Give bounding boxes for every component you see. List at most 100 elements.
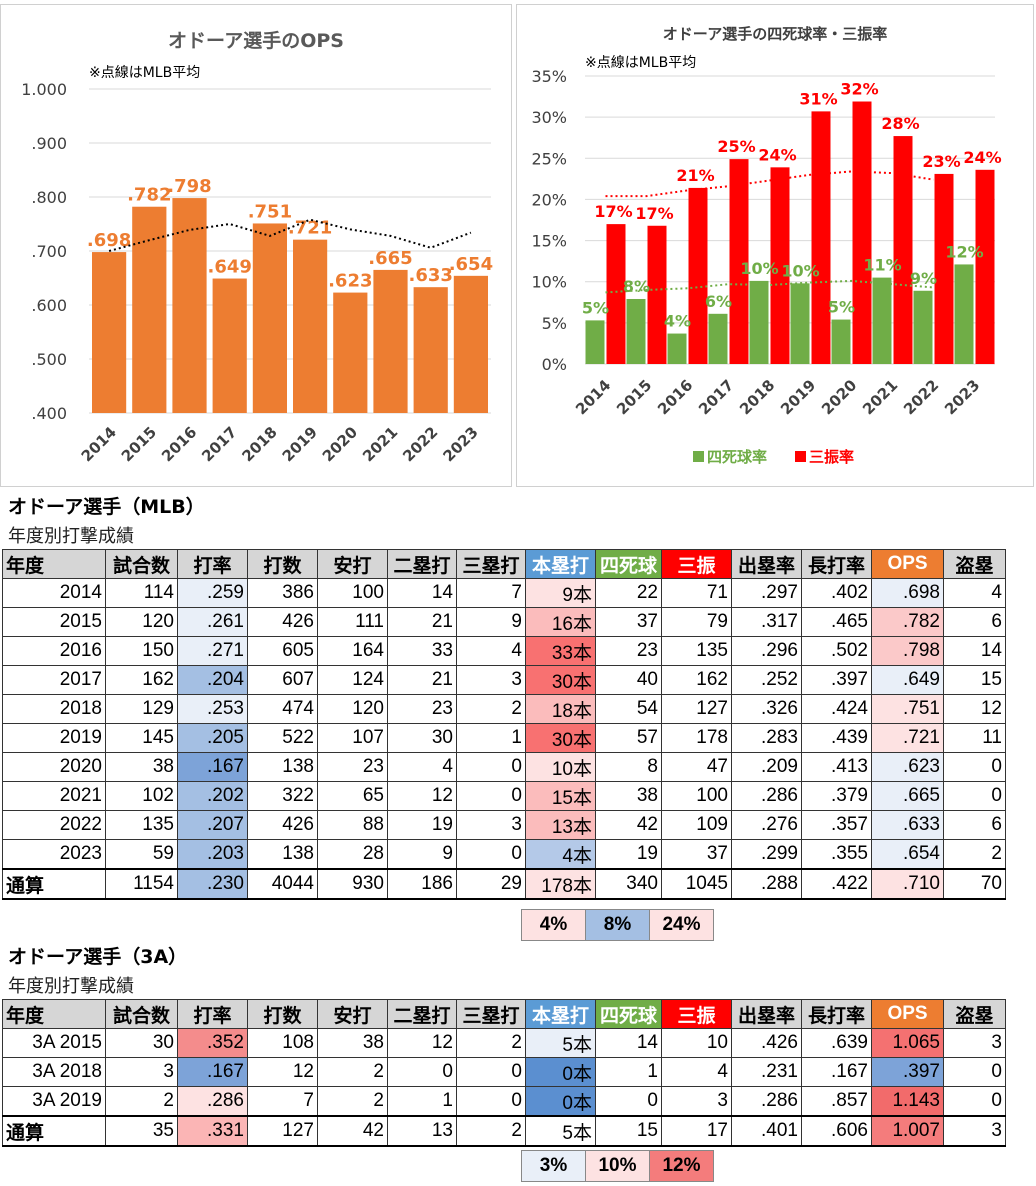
row-label: 2014 <box>2 578 106 608</box>
table-cell: 12 <box>387 781 457 811</box>
table-cell: 0 <box>595 1086 662 1117</box>
column-header: 本塁打 <box>525 549 596 579</box>
x-tick-label: 2014 <box>78 423 120 465</box>
table-cell: 23 <box>317 752 388 782</box>
bb-data-label: 9% <box>910 269 937 288</box>
mlb-average-line <box>605 170 934 198</box>
total-row: 通算 35.331 127 42 13 2 5本 15 17.401.606 1.007 3 <box>2 1115 1006 1147</box>
table-cell: .167 <box>177 1057 248 1087</box>
table-cell: 37 <box>661 839 732 870</box>
table-row: 2023 59.203 138 28 9 0 4本 19 37.299.355.654 2 <box>2 839 1006 870</box>
legend-label-so: 三振率 <box>809 448 854 466</box>
table-row: 2016 150.271 605 164 33 4 33本 23 135.296.502.798… <box>2 636 1006 666</box>
table-cell: 127 <box>661 694 732 724</box>
row-label: 3A 2015 <box>2 1028 106 1058</box>
y-tick-label: .600 <box>31 296 67 315</box>
bar <box>373 269 408 413</box>
table-row: 2020 38.167 138 23 4 0 10本 8 47.209.413.623 0 <box>2 752 1006 782</box>
bar-so <box>688 187 708 364</box>
so-data-label: 21% <box>676 166 714 185</box>
table-cell: 129 <box>105 694 178 724</box>
table-cell: 607 <box>247 665 318 695</box>
bb-data-label: 10% <box>781 261 819 280</box>
table-cell: .439 <box>801 723 872 753</box>
table-cell: .751 <box>871 694 944 724</box>
table-cell: 178本 <box>525 868 596 900</box>
x-tick-label: 2019 <box>777 376 819 418</box>
rate-cell: 24% <box>649 909 714 941</box>
table-row: 2017 162.204 607 124 21 3 30本 40 162.252.397.649… <box>2 665 1006 695</box>
table-cell: 0 <box>456 752 526 782</box>
y-tick-label: 10% <box>531 273 567 292</box>
column-header: 安打 <box>317 549 388 579</box>
bar-bb <box>667 333 687 364</box>
table-cell: 322 <box>247 781 318 811</box>
table-cell: 0 <box>456 1057 526 1087</box>
row-label: 2020 <box>2 752 106 782</box>
y-tick-label: 5% <box>542 314 567 333</box>
data-label: .649 <box>207 257 251 278</box>
bar-bb <box>790 283 810 364</box>
row-label: 通算 <box>2 868 106 900</box>
table-cell: 114 <box>105 578 178 608</box>
table-cell: 65 <box>317 781 388 811</box>
table-cell: .397 <box>871 1057 944 1087</box>
table-cell: 4 <box>943 578 1006 608</box>
table-cell: 109 <box>661 810 732 840</box>
table-cell: .502 <box>801 636 872 666</box>
bb-data-label: 11% <box>863 256 901 275</box>
x-tick-label: 2015 <box>118 423 160 465</box>
y-tick-label: 15% <box>531 232 567 251</box>
column-header: 四死球 <box>595 549 662 579</box>
table-cell: .286 <box>177 1086 248 1117</box>
row-label: 2022 <box>2 810 106 840</box>
table-cell: 33 <box>387 636 457 666</box>
table-cell: 3 <box>105 1057 178 1087</box>
table-cell: .798 <box>871 636 944 666</box>
table-cell: 38 <box>105 752 178 782</box>
table-cell: .253 <box>177 694 248 724</box>
table-cell: .276 <box>731 810 802 840</box>
bar-so <box>770 167 790 364</box>
legend-swatch-bb <box>693 451 704 462</box>
table-cell: .286 <box>731 781 802 811</box>
table-cell: 18本 <box>525 694 596 724</box>
table-cell: .654 <box>871 839 944 870</box>
column-header: 試合数 <box>105 549 178 579</box>
table-cell: 386 <box>247 578 318 608</box>
column-header: 三塁打 <box>456 999 526 1029</box>
table-cell: 605 <box>247 636 318 666</box>
so-data-label: 32% <box>840 80 878 99</box>
table-cell: .424 <box>801 694 872 724</box>
bar-bb <box>585 320 605 364</box>
table-cell: .299 <box>731 839 802 870</box>
table-cell: 30 <box>105 1028 178 1058</box>
aaa-stats-table: 年度 試合数 打率 打数 安打 二塁打 三塁打 本塁打 四死球 三振 出塁率 長打率 OPS 盗塁 3A 2… <box>2 999 1006 1147</box>
column-header: 盗塁 <box>943 549 1006 579</box>
table-cell: .357 <box>801 810 872 840</box>
data-label: .721 <box>288 218 332 239</box>
table-cell: 42 <box>317 1115 388 1147</box>
legend-label-bb: 四死球率 <box>707 448 767 466</box>
table-cell: .710 <box>871 868 944 900</box>
x-tick-label: 2017 <box>695 376 737 418</box>
column-header: 盗塁 <box>943 999 1006 1029</box>
table-cell: .465 <box>801 607 872 637</box>
table-cell: 14 <box>387 578 457 608</box>
table-cell: 15 <box>943 665 1006 695</box>
table-cell: 1045 <box>661 868 732 900</box>
mlb-section-title: オドーア選手（MLB） <box>8 496 205 518</box>
bar <box>413 287 448 413</box>
data-label: .623 <box>328 271 372 292</box>
table-cell: 3 <box>943 1115 1006 1147</box>
rate-cell: 10% <box>585 1150 650 1182</box>
bb-data-label: 6% <box>705 292 732 311</box>
table-cell: 9 <box>387 839 457 870</box>
bar <box>252 223 287 413</box>
table-cell: 0 <box>943 1086 1006 1117</box>
x-tick-label: 2016 <box>158 423 200 465</box>
table-row: 2019 145.205 522 107 30 1 30本 57 178.283.439.721… <box>2 723 1006 753</box>
table-cell: 4044 <box>247 868 318 900</box>
table-cell: 11 <box>943 723 1006 753</box>
so-data-label: 24% <box>758 145 796 164</box>
